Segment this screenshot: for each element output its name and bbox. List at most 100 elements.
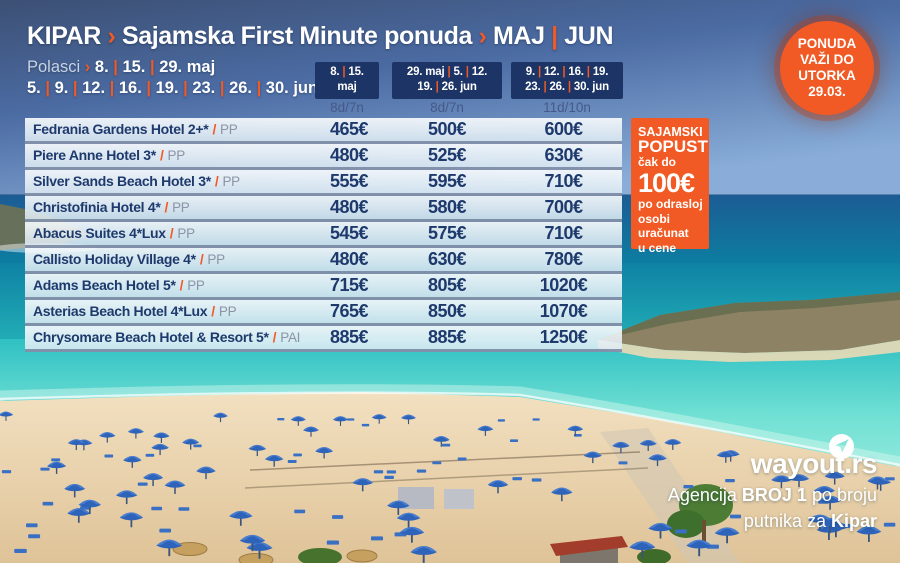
hotel-name: Piere Anne Hotel 3* bbox=[33, 147, 156, 163]
price-table: Fedrania Gardens Hotel 2+* / PP 465€ 500€ … bbox=[25, 118, 622, 352]
discount-box: SAJAMSKI POPUST čak do 100€ po odrasloj … bbox=[631, 118, 709, 255]
column-1-dates-line1: 8. | 15. bbox=[330, 66, 364, 78]
price-cell: 780€ bbox=[544, 249, 583, 269]
title-text: Sajamska First Minute ponuda bbox=[121, 22, 472, 50]
paper-plane-icon bbox=[829, 434, 854, 459]
table-row: Fedrania Gardens Hotel 2+* / PP 465€ 500€ … bbox=[25, 118, 622, 144]
hotel-name: Chrysomare Beach Hotel & Resort 5* bbox=[33, 329, 269, 345]
board-type: PP bbox=[222, 174, 240, 189]
column-3-dates-line2: 23. | 26. | 30. jun bbox=[525, 81, 609, 93]
price-cell: 805€ bbox=[427, 275, 467, 295]
price-cell: 715€ bbox=[329, 275, 369, 295]
discount-note: osobi bbox=[638, 211, 670, 226]
hotel-name: Silver Sands Beach Hotel 3* bbox=[33, 173, 211, 189]
brand-name: wayout.rs bbox=[750, 448, 878, 479]
slash-separator: / bbox=[272, 329, 277, 345]
price-cell: 885€ bbox=[427, 327, 467, 347]
board-type: PP bbox=[218, 304, 237, 319]
departures-dates-may: 8. | 15. | 29. maj bbox=[94, 58, 216, 76]
column-1-duration: 8d/7n bbox=[330, 100, 364, 115]
page-title: KIPAR › Sajamska First Minute ponuda › M… bbox=[27, 22, 613, 51]
price-cell: 710€ bbox=[544, 171, 583, 191]
price-cell: 480€ bbox=[329, 145, 369, 165]
slash-separator: / bbox=[211, 303, 215, 319]
slash-separator: / bbox=[169, 225, 174, 241]
column-header-3: 9. | 12. | 16. | 19. 23. | 26. | 30. jun bbox=[511, 62, 623, 99]
departures-dates-jun: 5. | 9. | 12. | 16. | 19. | 23. | 26. | … bbox=[27, 79, 319, 97]
chevron-separator: › bbox=[107, 22, 116, 50]
hotel-name: Christofinia Hotel 4* bbox=[33, 199, 161, 215]
departures-label: Polasci bbox=[27, 58, 81, 76]
table-row: Chrysomare Beach Hotel & Resort 5* / PAI 8… bbox=[25, 326, 622, 352]
hotel-name: Adams Beach Hotel 5* bbox=[33, 277, 176, 293]
slash-separator: / bbox=[159, 147, 164, 163]
discount-title-top: SAJAMSKI bbox=[638, 125, 703, 139]
price-cell: 480€ bbox=[329, 197, 369, 217]
board-type: PP bbox=[177, 226, 195, 241]
departures-block: Polasci › 8. | 15. | 29. maj 5. | 9. | 1… bbox=[27, 57, 318, 99]
departures-line-1: Polasci › 8. | 15. | 29. maj bbox=[27, 57, 318, 78]
tagline-line-1: Agencija BROJ 1 po broju bbox=[667, 485, 877, 505]
board-type: PAI bbox=[280, 330, 301, 345]
badge-line: 29.03. bbox=[808, 84, 846, 99]
column-2-duration: 8d/7n bbox=[430, 100, 464, 115]
price-cell: 480€ bbox=[329, 249, 369, 269]
agency-logo: wayout.rs Agencija BROJ 1 po broju putni… bbox=[667, 433, 878, 532]
price-cell: 555€ bbox=[329, 171, 369, 191]
price-cell: 580€ bbox=[427, 197, 467, 217]
price-cell: 630€ bbox=[544, 145, 583, 165]
discount-amount: 100€ bbox=[638, 168, 695, 198]
badge-line: UTORKA bbox=[798, 68, 856, 83]
column-header-2: 29. maj | 5. | 12. 19. | 26. jun bbox=[392, 62, 502, 99]
slash-separator: / bbox=[179, 277, 184, 293]
price-cell: 630€ bbox=[427, 249, 467, 269]
tagline-bold: BROJ 1 bbox=[741, 485, 807, 505]
hotel-name: Callisto Holiday Village 4* bbox=[33, 251, 196, 267]
price-cell: 600€ bbox=[544, 119, 583, 139]
column-2-dates-line2: 19. | 26. jun bbox=[417, 81, 477, 93]
price-cell: 700€ bbox=[544, 197, 583, 217]
table-row: Silver Sands Beach Hotel 3* / PP 555€ 595€… bbox=[25, 170, 622, 196]
price-cell: 545€ bbox=[329, 223, 369, 243]
column-header-1: 8. | 15. maj bbox=[315, 62, 379, 99]
board-type: PP bbox=[207, 252, 225, 267]
discount-note: uračunat bbox=[638, 226, 689, 240]
chevron-separator: › bbox=[84, 58, 91, 76]
discount-note: po odrasloj bbox=[638, 197, 703, 211]
price-cell: 1250€ bbox=[539, 327, 588, 347]
hotel-name: Fedrania Gardens Hotel 2+* bbox=[33, 121, 209, 137]
table-row: Abacus Suites 4*Lux / PP 545€ 575€ 710€ bbox=[25, 222, 622, 248]
badge-line: VAŽI DO bbox=[800, 52, 854, 67]
departures-line-2: 5. | 9. | 12. | 16. | 19. | 23. | 26. | … bbox=[27, 78, 318, 99]
badge-line: PONUDA bbox=[797, 36, 857, 51]
price-cell: 525€ bbox=[427, 145, 467, 165]
table-row: Callisto Holiday Village 4* / PP 480€ 630€… bbox=[25, 248, 622, 274]
slash-separator: / bbox=[212, 121, 217, 137]
tagline-line-2: putnika za Kipar bbox=[743, 511, 877, 531]
title-months: MAJ | JUN bbox=[492, 22, 614, 50]
price-cell: 765€ bbox=[329, 301, 369, 321]
board-type: PP bbox=[167, 148, 186, 163]
column-3-dates-line1: 9. | 12. | 16. | 19. bbox=[525, 66, 609, 78]
price-cell: 575€ bbox=[427, 223, 467, 243]
column-3-duration: 11d/10n bbox=[543, 100, 591, 115]
table-row: Asterias Beach Hotel 4*Lux / PP 765€ 850€ … bbox=[25, 300, 622, 326]
price-cell: 500€ bbox=[427, 119, 467, 139]
slash-separator: / bbox=[164, 199, 169, 215]
price-cell: 1070€ bbox=[539, 301, 588, 321]
board-type: PP bbox=[187, 278, 205, 293]
chevron-separator: › bbox=[478, 22, 487, 50]
discount-lead: čak do bbox=[638, 155, 677, 169]
board-type: PP bbox=[172, 200, 190, 215]
discount-note: u cene bbox=[638, 240, 677, 255]
price-cell: 850€ bbox=[427, 301, 467, 321]
column-1-dates-line2: maj bbox=[337, 81, 357, 93]
hotel-name: Asterias Beach Hotel 4*Lux bbox=[33, 303, 208, 319]
board-type: PP bbox=[220, 122, 238, 137]
price-cell: 465€ bbox=[329, 119, 369, 139]
price-cell: 885€ bbox=[329, 327, 369, 347]
hotel-name: Abacus Suites 4*Lux bbox=[33, 225, 166, 241]
slash-separator: / bbox=[214, 173, 219, 189]
table-row: Adams Beach Hotel 5* / PP 715€ 805€ 1020€ bbox=[25, 274, 622, 300]
